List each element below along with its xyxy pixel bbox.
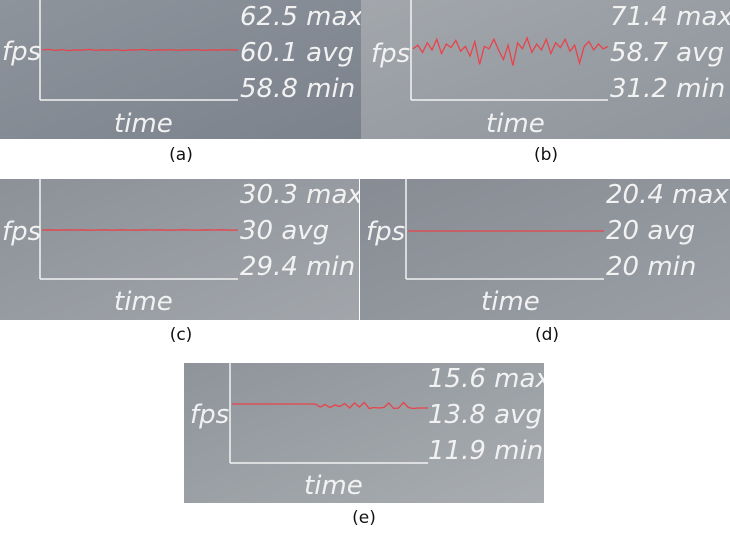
chart-panel-a: fps time 62.5 max 60.1 avg 58.8 min [0, 0, 361, 139]
x-axis-label: time [114, 109, 173, 139]
min-fps-label: 31.2 min [610, 74, 725, 104]
avg-fps-label: 30 avg [240, 216, 329, 246]
chart-svg-e: fps time 15.6 max 13.8 avg 11.9 min [184, 363, 544, 503]
y-axis-label: fps [366, 217, 405, 247]
chart-background [0, 179, 359, 320]
max-fps-label: 15.6 max [428, 364, 544, 394]
chart-svg-d: fps time 20.4 max 20 avg 20 min [360, 179, 730, 320]
y-axis-label: fps [2, 217, 41, 247]
x-axis-label: time [114, 287, 173, 317]
x-axis-label: time [481, 287, 540, 317]
chart-panel-b: fps time 71.4 max 58.7 avg 31.2 min [361, 0, 730, 139]
max-fps-label: 20.4 max [606, 180, 729, 210]
chart-background [360, 179, 730, 320]
chart-panel-c: fps time 30.3 max 30 avg 29.4 min [0, 179, 359, 320]
chart-svg-a: fps time 62.5 max 60.1 avg 58.8 min [0, 0, 361, 139]
x-axis-label: time [486, 109, 545, 139]
y-axis-label: fps [190, 400, 229, 430]
panel-caption-d: (d) [534, 325, 560, 345]
avg-fps-label: 13.8 avg [428, 400, 542, 430]
chart-background [184, 363, 544, 503]
chart-svg-c: fps time 30.3 max 30 avg 29.4 min [0, 179, 359, 320]
min-fps-label: 58.8 min [240, 74, 355, 104]
panel-caption-c: (c) [169, 325, 193, 345]
y-axis-label: fps [371, 39, 410, 69]
chart-background [0, 0, 361, 139]
fps-series-line [412, 36, 609, 66]
min-fps-label: 11.9 min [428, 436, 543, 466]
max-fps-label: 62.5 max [240, 2, 361, 32]
min-fps-label: 29.4 min [240, 252, 355, 282]
avg-fps-label: 60.1 avg [240, 38, 354, 68]
min-fps-label: 20 min [606, 252, 696, 282]
panel-caption-b: (b) [533, 145, 559, 165]
max-fps-label: 71.4 max [610, 2, 730, 32]
chart-svg-b: fps time 71.4 max 58.7 avg 31.2 min [361, 0, 730, 139]
chart-background [361, 0, 730, 139]
chart-panel-d: fps time 20.4 max 20 avg 20 min [360, 179, 730, 320]
fps-series-line [41, 48, 239, 52]
y-axis-label: fps [2, 37, 41, 67]
x-axis-label: time [304, 471, 363, 501]
fps-series-line [232, 401, 428, 410]
avg-fps-label: 58.7 avg [610, 38, 724, 68]
panel-caption-a: (a) [169, 145, 193, 165]
chart-panel-e: fps time 15.6 max 13.8 avg 11.9 min [184, 363, 544, 503]
max-fps-label: 30.3 max [240, 180, 359, 210]
panel-caption-e: (e) [352, 508, 376, 528]
avg-fps-label: 20 avg [606, 216, 695, 246]
